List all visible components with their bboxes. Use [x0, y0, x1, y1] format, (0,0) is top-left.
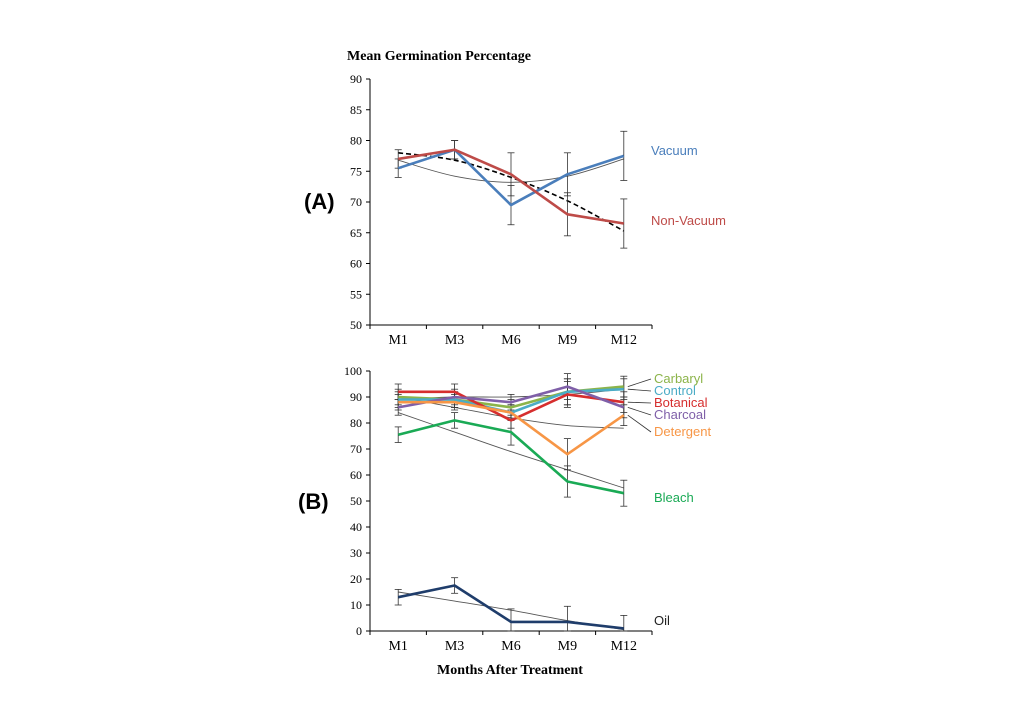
chart-b-x-axis-label: Months After Treatment: [437, 663, 583, 678]
chart-a-series-non-vacuum: [397, 148, 625, 225]
chart-a-x-tick-label: M3: [445, 333, 464, 348]
chart-b-y-tick-label: 80: [350, 416, 362, 430]
chart-b-leader-line: [627, 388, 652, 392]
chart-a-y-tick-label: 90: [350, 72, 362, 86]
chart-b-x-tick-label: M12: [611, 639, 637, 654]
chart-b-label-carbaryl: Carbaryl: [654, 371, 703, 386]
chart-a-x-tick-label: M1: [388, 333, 407, 348]
chart-a-label-non-vacuum: Non-Vacuum: [651, 213, 726, 228]
chart-a-x-tick-label: M9: [558, 333, 577, 348]
chart-b-label-detergent: Detergent: [654, 424, 711, 439]
chart-b-series-detergent: [398, 400, 625, 456]
chart-b-label-charcoal: Charcoal: [654, 407, 706, 422]
chart-b-y-tick-label: 20: [350, 572, 362, 586]
chart-a-y-tick-label: 55: [350, 287, 362, 301]
chart-b-y-tick-label: 50: [350, 494, 362, 508]
chart-b: (B) Months After Treatment 0 10 20 30 40 50 60…: [298, 364, 711, 678]
chart-a-y-tick-label: 60: [350, 257, 362, 271]
chart-b-series-charcoal: [397, 385, 625, 409]
chart-b-label-control: Control: [654, 383, 696, 398]
chart-b-y-tick-label: 100: [344, 364, 362, 378]
chart-a-label-vacuum: Vacuum: [651, 143, 698, 158]
chart-b-leader-line: [627, 378, 652, 387]
chart-b-series-oil: [397, 584, 624, 630]
chart-b-y-tick-label: 60: [350, 468, 362, 482]
chart-b-y-tick-label: 70: [350, 442, 362, 456]
chart-b-x-tick-label: M6: [501, 639, 520, 654]
chart-a-x-tick-label: M12: [611, 333, 637, 348]
chart-a-series-vacuum: [397, 148, 625, 207]
chart-b-plot: 0 10 20 30 40 50 60 70 80 90 100 M1 M3 M6 M9 M12 Carbary…: [344, 364, 711, 654]
chart-b-x-tick-label: M9: [558, 639, 577, 654]
chart-a-y-tick-label: 65: [350, 226, 362, 240]
chart-a-y-tick-label: 75: [350, 164, 362, 178]
chart-b-panel-label: (B): [298, 489, 329, 514]
chart-b-label-bleach: Bleach: [654, 490, 694, 505]
chart-b-y-tick-label: 10: [350, 598, 362, 612]
chart-a-y-tick-label: 70: [350, 195, 362, 209]
chart-b-leader-line: [627, 414, 652, 433]
chart-b-label-oil: Oil: [654, 613, 670, 628]
chart-b-y-tick-label: 30: [350, 546, 362, 560]
chart-b-series-botanical: [398, 390, 624, 422]
chart-a-x-tick-label: M6: [501, 333, 520, 348]
chart-b-label-botanical: Botanical: [654, 395, 708, 410]
chart-b-series-bleach: [397, 419, 625, 495]
chart-b-x-tick-label: M3: [445, 639, 464, 654]
chart-b-leader-line: [627, 401, 652, 404]
chart-a-plot: 50 55 60 65 70 75 80 85 90 M1 M3 M6 M9 M12 Vacuum Non-V…: [350, 72, 726, 348]
chart-a-y-tick-label: 80: [350, 134, 362, 148]
chart-a-y-tick-label: 85: [350, 103, 362, 117]
chart-b-y-tick-label: 40: [350, 520, 362, 534]
chart-b-leader-line: [627, 407, 652, 416]
chart-b-y-tick-label: 0: [356, 624, 362, 638]
chart-a-y-tick-label: 50: [350, 318, 362, 332]
chart-b-x-tick-label: M1: [388, 639, 407, 654]
chart-a-panel-label: (A): [304, 189, 335, 214]
chart-a: Mean Germination Percentage (A) 50 55 60 65…: [304, 49, 726, 348]
chart-b-y-tick-label: 90: [350, 390, 362, 404]
chart-a-title: Mean Germination Percentage: [347, 49, 531, 64]
